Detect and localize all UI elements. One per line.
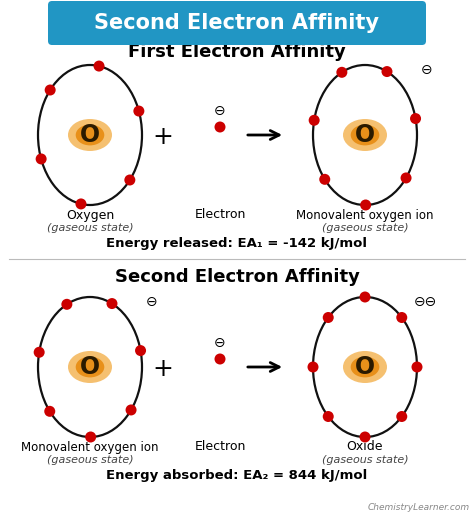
Circle shape — [133, 106, 145, 117]
Text: ⊖: ⊖ — [421, 63, 433, 77]
Text: Monovalent oxygen ion: Monovalent oxygen ion — [296, 208, 434, 221]
Text: O: O — [80, 123, 100, 147]
Circle shape — [36, 153, 46, 165]
Ellipse shape — [343, 351, 387, 383]
Text: Oxygen: Oxygen — [66, 208, 114, 221]
Ellipse shape — [76, 357, 104, 377]
Text: +: + — [153, 357, 173, 381]
Ellipse shape — [351, 357, 379, 377]
Text: ⊖: ⊖ — [214, 104, 226, 118]
Circle shape — [44, 406, 55, 417]
Circle shape — [45, 85, 55, 95]
Circle shape — [359, 431, 371, 443]
Text: Electron: Electron — [194, 208, 246, 221]
Circle shape — [359, 292, 371, 302]
Circle shape — [323, 411, 334, 422]
Circle shape — [319, 174, 330, 185]
Circle shape — [382, 66, 392, 77]
Circle shape — [396, 312, 407, 323]
Text: ⊖⊖: ⊖⊖ — [413, 295, 437, 309]
Circle shape — [360, 200, 371, 211]
Circle shape — [410, 113, 421, 124]
Text: +: + — [153, 125, 173, 149]
Circle shape — [124, 174, 136, 185]
Ellipse shape — [351, 124, 379, 146]
Ellipse shape — [68, 119, 112, 151]
Text: Second Electron Affinity: Second Electron Affinity — [115, 268, 359, 286]
Circle shape — [401, 172, 411, 184]
Circle shape — [107, 298, 118, 309]
Circle shape — [34, 347, 45, 358]
Circle shape — [215, 353, 226, 364]
Ellipse shape — [76, 124, 104, 146]
Text: O: O — [80, 355, 100, 379]
Circle shape — [135, 345, 146, 356]
Circle shape — [61, 299, 73, 310]
Text: Energy released: EA₁ = -142 kJ/mol: Energy released: EA₁ = -142 kJ/mol — [107, 236, 367, 250]
Circle shape — [126, 405, 137, 415]
Circle shape — [396, 411, 407, 422]
Text: Energy absorbed: EA₂ = 844 kJ/mol: Energy absorbed: EA₂ = 844 kJ/mol — [106, 469, 368, 481]
Circle shape — [323, 312, 334, 323]
Text: Electron: Electron — [194, 441, 246, 454]
Text: O: O — [355, 123, 375, 147]
Circle shape — [309, 115, 319, 126]
Text: First Electron Affinity: First Electron Affinity — [128, 43, 346, 61]
Text: (gaseous state): (gaseous state) — [46, 223, 133, 233]
Circle shape — [411, 362, 422, 373]
Text: ⊖: ⊖ — [146, 295, 158, 309]
Circle shape — [337, 67, 347, 78]
Text: (gaseous state): (gaseous state) — [46, 455, 133, 465]
Text: ⊖: ⊖ — [214, 336, 226, 350]
Circle shape — [93, 60, 105, 72]
Text: ChemistryLearner.com: ChemistryLearner.com — [368, 504, 470, 512]
Ellipse shape — [68, 351, 112, 383]
Text: (gaseous state): (gaseous state) — [322, 223, 408, 233]
Text: Oxide: Oxide — [347, 441, 383, 454]
Ellipse shape — [343, 119, 387, 151]
Circle shape — [215, 121, 226, 133]
Text: Monovalent oxygen ion: Monovalent oxygen ion — [21, 441, 159, 454]
Text: O: O — [355, 355, 375, 379]
Circle shape — [308, 362, 319, 373]
Circle shape — [85, 431, 96, 443]
Circle shape — [75, 199, 86, 209]
FancyBboxPatch shape — [48, 1, 426, 45]
Text: (gaseous state): (gaseous state) — [322, 455, 408, 465]
Text: Second Electron Affinity: Second Electron Affinity — [94, 13, 380, 33]
